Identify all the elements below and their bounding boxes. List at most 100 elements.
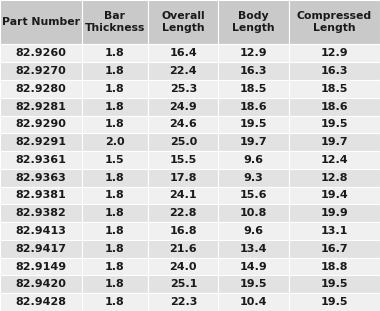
Text: 82.9260: 82.9260: [16, 48, 66, 58]
Bar: [289, 115, 380, 133]
Text: 18.5: 18.5: [240, 84, 268, 94]
Bar: [289, 204, 380, 222]
Text: 1.8: 1.8: [105, 84, 125, 94]
Text: 19.7: 19.7: [321, 137, 348, 147]
Text: 82.9382: 82.9382: [16, 208, 66, 218]
Text: 82.9420: 82.9420: [16, 279, 66, 289]
Text: 82.9428: 82.9428: [15, 297, 66, 307]
Bar: [148, 258, 218, 276]
Text: Overall
Length: Overall Length: [162, 11, 205, 33]
Bar: [0, 169, 82, 187]
Text: 19.4: 19.4: [320, 190, 348, 201]
Text: 19.5: 19.5: [321, 297, 348, 307]
Text: 24.0: 24.0: [169, 262, 197, 272]
Text: 18.8: 18.8: [321, 262, 348, 272]
Text: 82.9290: 82.9290: [16, 119, 66, 129]
Bar: [0, 258, 82, 276]
Bar: [0, 240, 82, 258]
Bar: [289, 62, 380, 80]
Bar: [82, 222, 148, 240]
Bar: [0, 62, 82, 80]
Text: 17.8: 17.8: [169, 173, 197, 183]
Bar: [0, 204, 82, 222]
Text: 18.6: 18.6: [321, 102, 348, 112]
Text: 1.8: 1.8: [105, 48, 125, 58]
Text: 19.5: 19.5: [240, 119, 268, 129]
Text: 82.9361: 82.9361: [16, 155, 66, 165]
Text: 82.9381: 82.9381: [16, 190, 66, 201]
Bar: [218, 151, 289, 169]
Bar: [218, 276, 289, 293]
Text: 22.3: 22.3: [169, 297, 197, 307]
Text: 14.9: 14.9: [240, 262, 268, 272]
Text: Part Number: Part Number: [2, 17, 80, 27]
Bar: [148, 0, 218, 44]
Bar: [218, 169, 289, 187]
Text: 82.9280: 82.9280: [16, 84, 66, 94]
Text: Bar
Thickness: Bar Thickness: [85, 11, 145, 33]
Text: 1.8: 1.8: [105, 173, 125, 183]
Text: 1.8: 1.8: [105, 244, 125, 254]
Bar: [218, 0, 289, 44]
Bar: [0, 98, 82, 115]
Bar: [82, 62, 148, 80]
Bar: [0, 293, 82, 311]
Bar: [218, 187, 289, 204]
Bar: [82, 44, 148, 62]
Bar: [218, 222, 289, 240]
Bar: [289, 151, 380, 169]
Text: 24.9: 24.9: [169, 102, 197, 112]
Text: 82.9291: 82.9291: [15, 137, 66, 147]
Bar: [82, 0, 148, 44]
Bar: [289, 80, 380, 98]
Text: 21.6: 21.6: [169, 244, 197, 254]
Bar: [82, 115, 148, 133]
Bar: [218, 62, 289, 80]
Bar: [289, 276, 380, 293]
Text: 24.1: 24.1: [169, 190, 197, 201]
Bar: [82, 151, 148, 169]
Bar: [218, 44, 289, 62]
Bar: [289, 98, 380, 115]
Bar: [289, 222, 380, 240]
Bar: [0, 151, 82, 169]
Bar: [289, 133, 380, 151]
Bar: [148, 276, 218, 293]
Bar: [148, 293, 218, 311]
Bar: [82, 98, 148, 115]
Text: 22.4: 22.4: [169, 66, 197, 76]
Text: 82.9363: 82.9363: [16, 173, 66, 183]
Text: 10.8: 10.8: [240, 208, 268, 218]
Bar: [148, 115, 218, 133]
Text: 1.8: 1.8: [105, 208, 125, 218]
Text: 25.0: 25.0: [170, 137, 197, 147]
Bar: [289, 169, 380, 187]
Text: 1.8: 1.8: [105, 190, 125, 201]
Text: 16.8: 16.8: [169, 226, 197, 236]
Bar: [289, 187, 380, 204]
Text: Compressed
Length: Compressed Length: [297, 11, 372, 33]
Text: 25.3: 25.3: [170, 84, 197, 94]
Text: 12.9: 12.9: [321, 48, 348, 58]
Bar: [148, 187, 218, 204]
Bar: [148, 80, 218, 98]
Text: 9.6: 9.6: [244, 226, 264, 236]
Text: 82.9270: 82.9270: [16, 66, 66, 76]
Text: 22.8: 22.8: [169, 208, 197, 218]
Text: 15.6: 15.6: [240, 190, 268, 201]
Bar: [289, 0, 380, 44]
Bar: [82, 80, 148, 98]
Text: 19.5: 19.5: [321, 279, 348, 289]
Text: 19.9: 19.9: [320, 208, 348, 218]
Bar: [218, 115, 289, 133]
Text: 1.8: 1.8: [105, 262, 125, 272]
Text: 16.3: 16.3: [321, 66, 348, 76]
Bar: [0, 276, 82, 293]
Bar: [148, 240, 218, 258]
Text: 18.6: 18.6: [240, 102, 268, 112]
Bar: [148, 222, 218, 240]
Text: 82.9149: 82.9149: [15, 262, 66, 272]
Text: 9.3: 9.3: [244, 173, 263, 183]
Bar: [82, 204, 148, 222]
Text: 1.8: 1.8: [105, 297, 125, 307]
